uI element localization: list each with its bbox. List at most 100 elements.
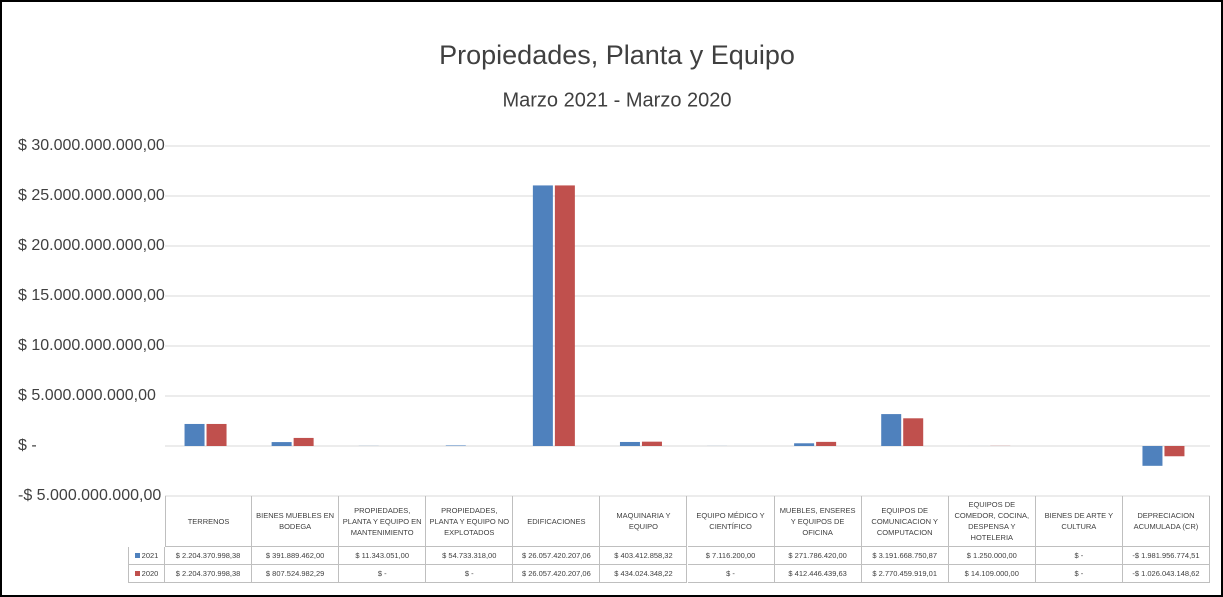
category-header-text: PROPIEDADES, PLANTA Y EQUIPO EN MANTENIM… xyxy=(342,505,422,537)
data-label-text: $ - xyxy=(726,569,735,578)
data-label: $ 2.204.370.998,38 xyxy=(165,565,253,583)
data-label-text: $ 26.057.420.207,06 xyxy=(521,551,591,560)
category-header-text: EQUIPOS DE COMEDOR, COCINA, DESPENSA Y H… xyxy=(954,500,1030,542)
data-label-text: $ 11.343.051,00 xyxy=(355,551,410,560)
data-label-text: $ 807.524.982,29 xyxy=(265,569,325,578)
bar xyxy=(445,445,466,446)
data-label: $ 403.412.858,32 xyxy=(600,547,688,565)
bar xyxy=(554,185,575,447)
data-label-text: $ 54.733.318,00 xyxy=(442,551,497,560)
data-label: $ 271.786.420,00 xyxy=(774,547,862,565)
category-header: MUEBLES, ENSERES Y EQUIPOS DE OFICINA xyxy=(774,496,862,547)
data-label-text: $ - xyxy=(1074,569,1084,578)
category-header: BIENES DE ARTE Y CULTURA xyxy=(1035,496,1123,547)
data-label-text: $ 2.204.370.998,38 xyxy=(175,569,241,578)
legend-key xyxy=(134,571,140,576)
data-label: $ 26.057.420.207,06 xyxy=(513,565,601,583)
data-label-text: $ 2.770.459.919,01 xyxy=(872,569,938,578)
data-label: $ 2.770.459.919,01 xyxy=(861,565,949,583)
data-label-text: $ 7.116.200,00 xyxy=(705,551,756,560)
data-label-text: $ 434.024.348,22 xyxy=(614,569,673,578)
y-tick-label: $ 10.000.000.000,00 xyxy=(18,337,165,354)
category-header: BIENES MUEBLES EN BODEGA xyxy=(252,496,340,547)
category-header: EQUIPO MÉDICO Y CIENTÍFICO xyxy=(687,496,775,547)
data-label-text: $ - xyxy=(377,569,387,578)
category-header: EQUIPOS DE COMEDOR, COCINA, DESPENSA Y H… xyxy=(948,496,1036,547)
data-label: $ - xyxy=(339,565,427,583)
bar xyxy=(532,185,553,447)
data-label: -$ 1.981.956.774,51 xyxy=(1122,547,1210,565)
category-header-text: DEPRECIACION ACUMULADA (CR) xyxy=(1133,511,1199,531)
category-header-text: BIENES MUEBLES EN BODEGA xyxy=(256,511,335,531)
bar xyxy=(271,442,292,446)
bar xyxy=(619,441,640,446)
chart-title: Propiedades, Planta y Equipo xyxy=(439,40,795,70)
bar xyxy=(903,418,924,446)
category-header-text: BIENES DE ARTE Y CULTURA xyxy=(1044,511,1114,531)
data-label-text: $ 391.889.462,00 xyxy=(265,551,325,560)
category-header: PROPIEDADES, PLANTA Y EQUIPO NO EXPLOTAD… xyxy=(426,496,514,547)
data-label: $ 2.204.370.998,38 xyxy=(165,547,253,565)
y-tick-label: $ 30.000.000.000,00 xyxy=(18,137,165,154)
data-label: $ 807.524.982,29 xyxy=(252,565,340,583)
bar xyxy=(206,423,227,446)
category-header-text: EQUIPO MÉDICO Y CIENTÍFICO xyxy=(696,511,765,531)
category-header: PROPIEDADES, PLANTA Y EQUIPO EN MANTENIM… xyxy=(339,496,427,547)
data-label: $ - xyxy=(1035,565,1123,583)
category-header: EQUIPOS DE COMUNICACION Y COMPUTACION xyxy=(861,496,949,547)
category-header: MAQUINARIA Y EQUIPO xyxy=(600,496,688,547)
chart-subtitle: Marzo 2021 - Marzo 2020 xyxy=(502,89,731,111)
legend-key xyxy=(134,553,140,558)
data-label-text: $ 1.250.000,00 xyxy=(966,551,1017,560)
bar xyxy=(794,443,815,446)
data-label: $ 3.191.668.750,87 xyxy=(861,547,949,565)
category-header: DEPRECIACION ACUMULADA (CR) xyxy=(1122,496,1210,547)
data-label-text: -$ 1.026.043.148,62 xyxy=(1132,569,1200,578)
data-label-text: $ 14.109.000,00 xyxy=(964,569,1019,578)
data-label-text: $ 26.057.420.207,06 xyxy=(521,569,591,578)
data-label: $ - xyxy=(426,565,514,583)
bar xyxy=(293,437,314,446)
data-label-text: $ 2.204.370.998,38 xyxy=(175,551,241,560)
y-tick-label: $ 25.000.000.000,00 xyxy=(18,187,165,204)
data-label: $ - xyxy=(687,565,775,583)
category-header: TERRENOS xyxy=(165,496,253,547)
category-header-text: MUEBLES, ENSERES Y EQUIPOS DE OFICINA xyxy=(779,505,856,537)
category-header-text: EQUIPOS DE COMUNICACION Y COMPUTACION xyxy=(871,505,938,537)
data-label: $ 14.109.000,00 xyxy=(948,565,1036,583)
data-label: $ 11.343.051,00 xyxy=(339,547,427,565)
data-label: $ - xyxy=(1035,547,1123,565)
data-label: $ 26.057.420.207,06 xyxy=(513,547,601,565)
data-label: $ 412.446.439,63 xyxy=(774,565,862,583)
data-label-text: $ 403.412.858,32 xyxy=(614,551,673,560)
data-label-text: $ 412.446.439,63 xyxy=(788,569,847,578)
data-label-text: $ 271.786.420,00 xyxy=(788,551,847,560)
legend-label: 2021 xyxy=(141,551,159,560)
data-label: $ 434.024.348,22 xyxy=(600,565,688,583)
category-header-text: MAQUINARIA Y EQUIPO xyxy=(616,511,671,531)
legend-label: 2020 xyxy=(141,569,159,578)
bar xyxy=(641,441,662,446)
category-header-text: TERRENOS xyxy=(187,516,230,526)
bar xyxy=(1142,446,1163,466)
bar xyxy=(184,423,205,446)
category-header: EDIFICACIONES xyxy=(513,496,601,547)
data-label: $ 1.250.000,00 xyxy=(948,547,1036,565)
y-tick-label: $ 20.000.000.000,00 xyxy=(18,237,165,254)
data-label: $ 54.733.318,00 xyxy=(426,547,514,565)
data-label-text: $ 3.191.668.750,87 xyxy=(872,551,938,560)
bar xyxy=(881,414,902,446)
bar xyxy=(1164,446,1185,457)
legend-entry: 2020 xyxy=(128,565,165,583)
data-label: $ 391.889.462,00 xyxy=(252,547,340,565)
category-header-text: EDIFICACIONES xyxy=(527,516,586,526)
bar xyxy=(816,441,837,446)
y-tick-label: -$ 5.000.000.000,00 xyxy=(18,487,161,504)
data-label-text: $ - xyxy=(1074,551,1084,560)
y-tick-label: $ 5.000.000.000,00 xyxy=(18,387,156,404)
y-tick-label: $ - xyxy=(18,437,37,454)
y-tick-label: $ 15.000.000.000,00 xyxy=(18,287,165,304)
